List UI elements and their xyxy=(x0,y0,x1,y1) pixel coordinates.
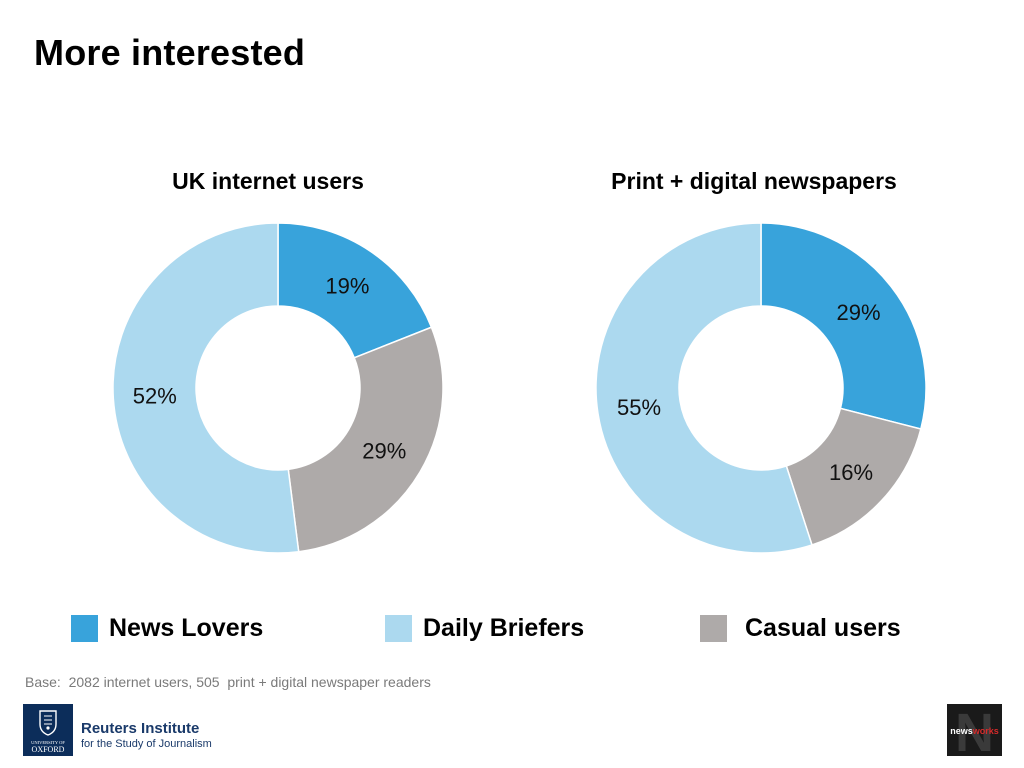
donut-slice-casual-users xyxy=(287,326,444,553)
newsworks-n-letter: N xyxy=(955,704,994,756)
legend-item-daily-briefers: Daily Briefers xyxy=(385,612,584,644)
legend-swatch-news-lovers xyxy=(71,614,98,642)
oxford-crest-logo: UNIVERSITY OF OXFORD xyxy=(23,704,73,756)
svg-text:newsworks: newsworks xyxy=(950,726,999,736)
donut-slice-daily-briefers xyxy=(112,222,300,554)
oxford-line1: UNIVERSITY OF xyxy=(31,740,65,745)
base-note: Base: 2082 internet users, 505 print + d… xyxy=(25,674,431,690)
legend: News Lovers Daily Briefers Casual users xyxy=(0,612,1024,644)
oxford-line2: OXFORD xyxy=(32,745,65,754)
legend-item-casual-users: Casual users xyxy=(700,612,901,644)
legend-swatch-daily-briefers xyxy=(385,614,412,642)
slice-label-news-lovers: 29% xyxy=(837,300,881,325)
donut-slice-news-lovers xyxy=(277,222,433,359)
slice-label-casual-users: 29% xyxy=(362,438,406,463)
reuters-logo-line2: for the Study of Journalism xyxy=(81,738,212,750)
legend-item-news-lovers: News Lovers xyxy=(71,612,263,644)
page-title: More interested xyxy=(34,32,306,73)
newsworks-logo: N newsworks xyxy=(947,703,1002,763)
newsworks-wordmark-prefix: news xyxy=(950,726,973,736)
reuters-institute-logo: Reuters Institute for the Study of Journ… xyxy=(81,721,212,751)
donut-slice-news-lovers xyxy=(760,222,927,430)
legend-swatch-casual-users xyxy=(700,614,727,642)
crest-shield-icon xyxy=(39,710,57,736)
donut-chart-uk-internet-users: 19% 29% 52% xyxy=(112,222,444,554)
legend-label-daily-briefers: Daily Briefers xyxy=(423,613,585,642)
slice-label-daily-briefers: 52% xyxy=(133,383,177,408)
donut-slice-casual-users xyxy=(785,407,922,546)
chart-title-print-digital-newspapers: Print + digital newspapers xyxy=(611,168,897,194)
slice-label-casual-users: 16% xyxy=(829,460,873,485)
legend-label-casual-users: Casual users xyxy=(745,613,901,642)
slice-label-daily-briefers: 55% xyxy=(617,395,661,420)
donut-slice-daily-briefers xyxy=(595,222,813,554)
legend-label-news-lovers: News Lovers xyxy=(109,613,264,642)
reuters-logo-line1: Reuters Institute xyxy=(81,720,200,737)
chart-title-uk-internet-users: UK internet users xyxy=(172,168,364,194)
newsworks-wordmark-suffix: works xyxy=(972,726,999,736)
slice-label-news-lovers: 19% xyxy=(325,273,369,298)
donut-chart-print-digital-newspapers: 29% 16% 55% xyxy=(595,222,927,554)
